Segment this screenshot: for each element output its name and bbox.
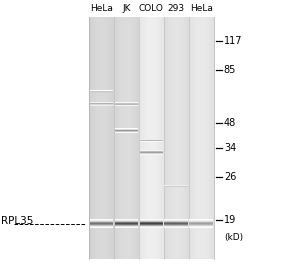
Text: 85: 85 — [224, 65, 236, 75]
Text: RPL35: RPL35 — [1, 216, 34, 226]
Text: 26: 26 — [224, 172, 236, 182]
Text: 117: 117 — [224, 36, 242, 46]
Text: 34: 34 — [224, 143, 236, 153]
Text: JK: JK — [122, 4, 131, 13]
Text: COLO: COLO — [139, 4, 164, 13]
Text: (kD): (kD) — [224, 233, 243, 242]
Text: HeLa: HeLa — [90, 4, 113, 13]
Text: HeLa: HeLa — [190, 4, 213, 13]
Text: 19: 19 — [224, 215, 236, 225]
Text: 48: 48 — [224, 119, 236, 129]
Text: 293: 293 — [168, 4, 185, 13]
